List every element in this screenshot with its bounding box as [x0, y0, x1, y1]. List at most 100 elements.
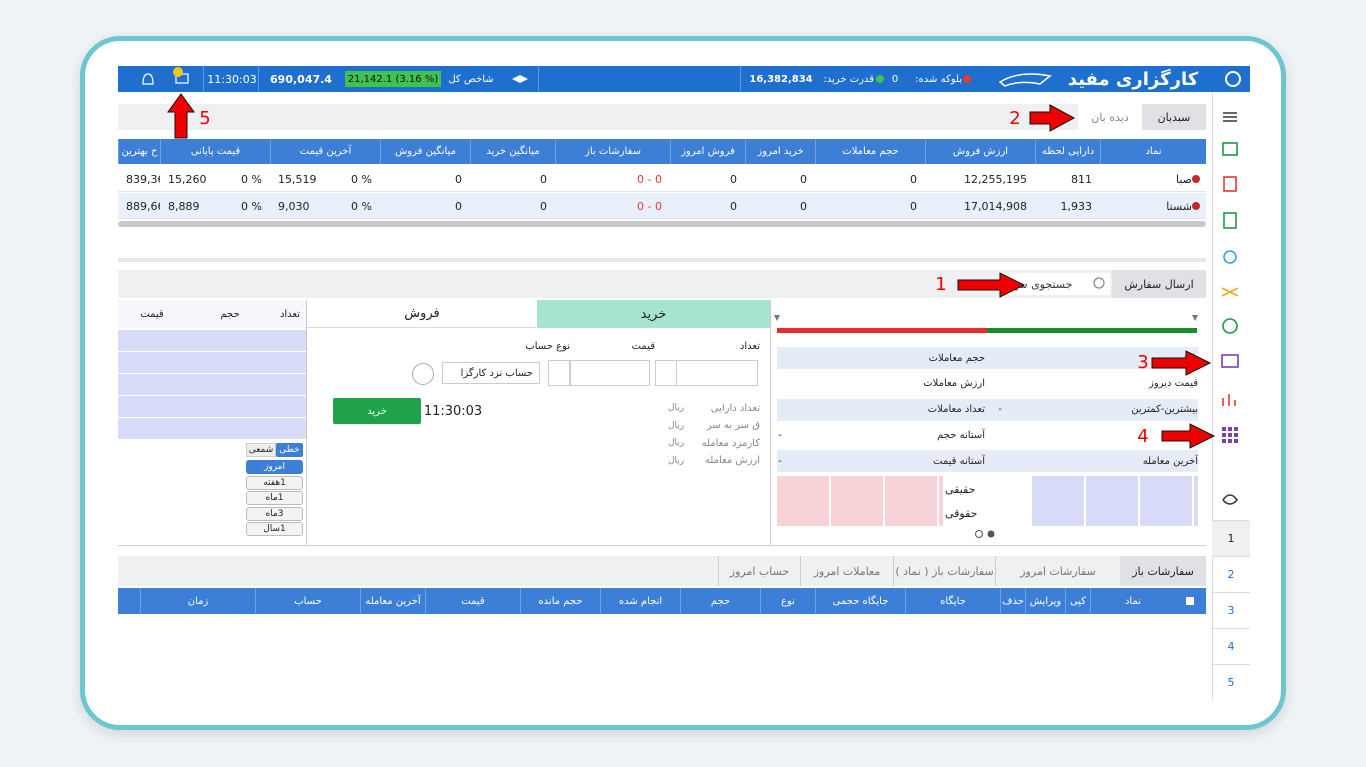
stat-row — [777, 347, 1198, 369]
table-header: قیمت — [425, 588, 520, 614]
table-header: نوع — [760, 588, 815, 614]
panel-border — [118, 300, 1206, 546]
table-cell: 0 — [455, 172, 462, 186]
info-panel-border — [770, 300, 771, 546]
clock: 11:30:03 — [207, 72, 257, 86]
stat-label: بیشترین-کمترین — [1131, 404, 1198, 416]
investor-type: حقوقی — [945, 506, 978, 520]
stat-row — [777, 450, 1198, 473]
summary-label: ق سر به سر — [706, 420, 760, 431]
table-cell: 889,660 — [126, 199, 160, 213]
table-header: حجم معاملات — [815, 139, 925, 164]
stat-label: تعداد معاملات — [927, 404, 985, 416]
table-cell: 0 — [800, 199, 807, 213]
table-cell: 0 — [910, 172, 917, 186]
table-cell: 0 — [910, 199, 917, 213]
order-book-header-cell: تعداد — [279, 308, 301, 320]
status-dot — [1192, 175, 1200, 183]
green-bar — [987, 328, 1197, 333]
chart-period[interactable]: 1سال — [246, 522, 303, 536]
field-label: قیمت — [631, 340, 655, 352]
mail-button[interactable] — [170, 70, 192, 86]
submit-button[interactable]: خرید — [333, 398, 421, 424]
table-header: زمان — [140, 588, 255, 614]
tab-active[interactable]: ارسال سفارش — [1112, 270, 1206, 298]
stat-label: آخرین معامله — [1142, 455, 1198, 467]
table-header: سفارشات باز — [555, 139, 670, 164]
table-cell: 15,260 — [168, 172, 207, 186]
order-book-row — [118, 396, 306, 417]
separator — [740, 66, 741, 92]
sell-tab-border — [306, 300, 307, 546]
buy-tab[interactable]: خرید — [537, 300, 770, 328]
stat-row — [777, 424, 1198, 447]
separator — [203, 66, 204, 92]
table-cell: 0 — [800, 172, 807, 186]
sidebar-tab[interactable]: 4 — [1212, 628, 1250, 664]
tab[interactable]: حساب امروز — [718, 556, 800, 586]
annotation-number: 5 — [199, 107, 211, 129]
table-cell: 0 — [730, 199, 737, 213]
stat-label: آستانه قیمت — [933, 455, 985, 467]
tab[interactable]: معاملات امروز — [800, 556, 893, 586]
stat-label: ارزش معاملات — [923, 378, 985, 390]
sidebar-tab[interactable]: 2 — [1212, 556, 1250, 592]
summary-label: کارمزد معامله — [701, 437, 760, 449]
table-header: حجم مانده — [520, 588, 600, 614]
search-input[interactable]: جستجوی سهم — [1000, 273, 1110, 295]
sidebar-tab[interactable]: 1 — [1212, 520, 1250, 556]
sidebar-tab[interactable]: 3 — [1212, 592, 1250, 628]
scrollbar — [118, 221, 1206, 227]
tab-bar — [118, 104, 1206, 130]
table-cell: 12,255,195 — [964, 172, 1027, 186]
table-cell: 0 — [540, 199, 547, 213]
table-header: قیمت پایانی — [160, 139, 270, 164]
power-dot — [876, 75, 884, 83]
table-header: آخرین معامله — [360, 588, 425, 614]
account-select[interactable]: حساب نزد کارگزا — [442, 362, 540, 384]
field-label: نوع حساب — [525, 340, 570, 352]
tab[interactable]: دیده بان — [1078, 104, 1142, 130]
chart-mode-active[interactable]: خطی — [276, 443, 303, 457]
table-header: نماد — [1090, 588, 1175, 614]
chart-period-active[interactable]: امروز — [246, 460, 303, 474]
blocked-dot — [963, 75, 971, 83]
table-cell: 17,014,908 — [964, 199, 1027, 213]
order-book-header-cell: حجم — [220, 308, 240, 320]
table-header: ارزش فروش — [925, 139, 1035, 164]
table-header: خرید امروز — [745, 139, 815, 164]
chart-period[interactable]: 1هفته — [246, 475, 303, 490]
price-input[interactable] — [570, 360, 650, 386]
chart-mode[interactable]: شمعی — [246, 443, 276, 457]
tab[interactable]: سفارشات امروز — [995, 556, 1120, 586]
blocked-value: 0 — [891, 73, 899, 85]
table-header: میانگین فروش — [380, 139, 470, 164]
bell-button[interactable] — [138, 70, 156, 86]
tab-active[interactable]: سبدبان — [1142, 104, 1206, 130]
tab-active[interactable]: سفارشات باز — [1120, 556, 1206, 586]
expand-button[interactable] — [412, 363, 434, 385]
stat-value: - — [778, 429, 782, 441]
currency: ریال — [667, 420, 685, 431]
order-book-header — [118, 300, 306, 328]
table-cell: 0 — [540, 172, 547, 186]
order-book-row — [118, 374, 306, 395]
quantity-input[interactable] — [676, 360, 758, 386]
table-header: آخرین قیمت — [270, 139, 380, 164]
table-cell: 15,519 — [278, 172, 317, 186]
table-header: کپی — [1065, 588, 1090, 614]
header-checkbox — [1186, 597, 1194, 605]
stat-row — [777, 398, 1198, 421]
order-book-header-cell: قیمت — [140, 308, 164, 320]
brand: کارگزاری مفید — [1067, 68, 1199, 90]
table-header: جایگاه حجمی — [815, 588, 905, 614]
sidebar-tab[interactable]: 5 — [1212, 664, 1250, 700]
table-header: ویرایش — [1025, 588, 1065, 614]
table-cell: 0 % — [351, 199, 372, 213]
sell-tab[interactable]: فروش — [307, 300, 537, 328]
tab[interactable]: سفارشات باز ( نماد ) — [893, 556, 995, 586]
index-label: شاخص کل — [448, 73, 494, 85]
chart-period[interactable]: 3ماه — [246, 506, 303, 521]
chart-period[interactable]: 1ماه — [246, 491, 303, 505]
section-divider — [118, 258, 1206, 262]
